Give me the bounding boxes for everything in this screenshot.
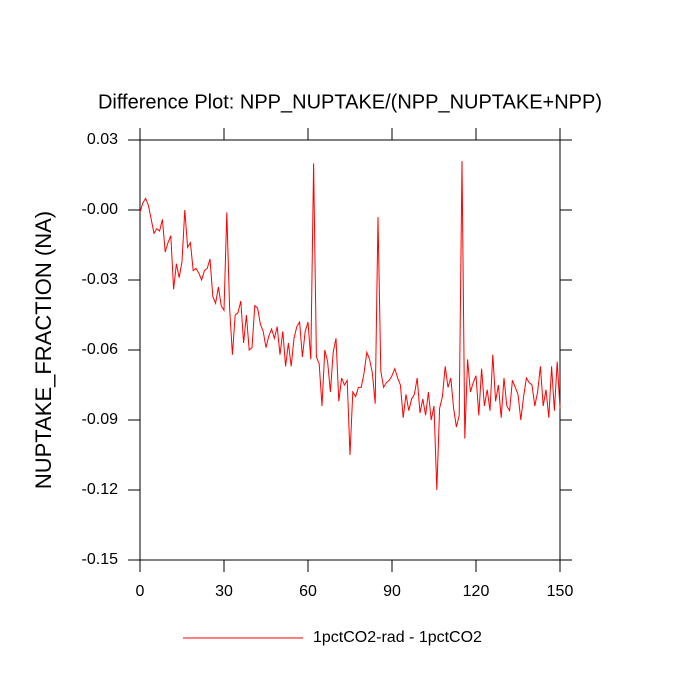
- x-tick-label: 120: [463, 583, 490, 600]
- data-line: [139, 160, 561, 491]
- x-tick-label: 30: [215, 583, 233, 600]
- y-axis-label: NUPTAKE_FRACTION (NA): [31, 211, 56, 489]
- chart-title: Difference Plot: NPP_NUPTAKE/(NPP_NUPTAK…: [98, 91, 602, 113]
- y-tick-label: -0.15: [82, 551, 119, 568]
- y-tick-label: -0.09: [82, 411, 119, 428]
- x-tick-label: 150: [547, 583, 574, 600]
- x-tick-label: 0: [136, 583, 145, 600]
- y-tick-label: -0.03: [82, 271, 119, 288]
- x-tick-label: 90: [383, 583, 401, 600]
- legend-label: 1pctCO2-rad - 1pctCO2: [313, 629, 482, 646]
- y-tick-label: 0.03: [87, 131, 118, 148]
- y-tick-label: -0.06: [82, 341, 119, 358]
- x-tick-label: 60: [299, 583, 317, 600]
- y-tick-label: -0.12: [82, 481, 119, 498]
- y-tick-label: -0.00: [82, 201, 119, 218]
- plot-frame: [139, 139, 561, 561]
